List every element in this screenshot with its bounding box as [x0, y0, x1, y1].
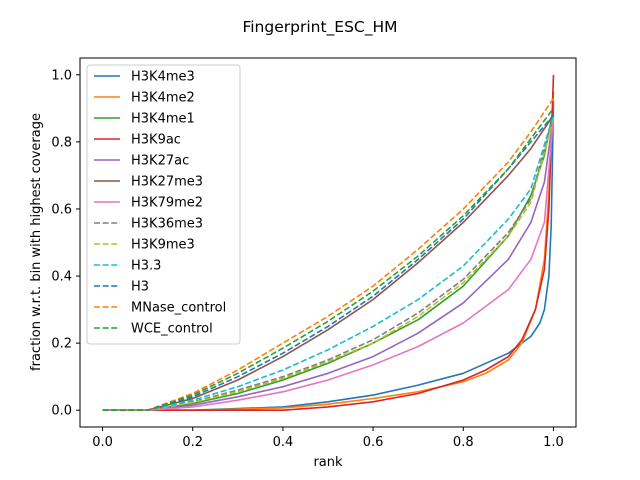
- series-line-h3k9me3: [102, 118, 555, 412]
- legend-label: H3K79me2: [131, 196, 203, 211]
- y-tick-label: 1.0: [51, 68, 72, 83]
- x-tick-label: 0.0: [92, 435, 113, 450]
- series-line-h3-3: [102, 114, 555, 412]
- legend-label: H3: [131, 280, 149, 295]
- legend-label: H3K27ac: [131, 154, 189, 169]
- legend-label: H3K36me3: [131, 217, 203, 232]
- x-tick-label: 0.2: [182, 435, 203, 450]
- x-tick-label: 1.0: [543, 435, 564, 450]
- y-tick-label: 0.0: [51, 404, 72, 419]
- y-axis-label: fraction w.r.t. bin with highest coverag…: [29, 113, 44, 371]
- legend-label: H3K9me3: [131, 238, 195, 253]
- legend: H3K4me3 H3K4me2 H3K4me1 H3K9ac H3K27ac H3K27m…: [86, 64, 241, 345]
- y-tick-label: 0.4: [51, 270, 72, 285]
- legend-label: MNase_control: [131, 301, 226, 316]
- legend-label: H3K9ac: [131, 133, 181, 148]
- y-axis: 0.0 0.2 0.4 0.6 0.8 1.0: [51, 68, 80, 419]
- x-tick-label: 0.8: [453, 435, 474, 450]
- series-line-h3: [102, 114, 555, 412]
- series-layer: [102, 74, 555, 412]
- y-tick-label: 0.2: [51, 337, 72, 352]
- legend-label: H3K4me2: [131, 91, 195, 106]
- legend-label: H3.3: [131, 259, 161, 274]
- legend-box: [86, 64, 241, 345]
- x-tick-label: 0.4: [273, 435, 294, 450]
- x-tick-label: 0.6: [363, 435, 384, 450]
- series-line-h3k79me2: [102, 114, 555, 412]
- legend-label: H3K4me3: [131, 70, 195, 85]
- y-tick-label: 0.8: [51, 135, 72, 150]
- legend-label: WCE_control: [131, 322, 213, 337]
- series-line-h3k9ac: [102, 74, 555, 412]
- legend-label: H3K4me1: [131, 112, 195, 127]
- series-line-h3k27me3: [102, 114, 555, 412]
- legend-label: H3K27me3: [131, 175, 203, 190]
- x-axis: 0.0 0.2 0.4 0.6 0.8 1.0: [92, 427, 564, 450]
- chart-title: Fingerprint_ESC_HM: [242, 18, 397, 37]
- series-line-mnase-control: [102, 97, 555, 412]
- plot-frame: [79, 57, 577, 428]
- series-line-h3k4me2: [102, 91, 555, 412]
- x-axis-label: rank: [313, 455, 343, 470]
- series-line-h3k27ac: [102, 114, 555, 412]
- y-tick-label: 0.6: [51, 202, 72, 217]
